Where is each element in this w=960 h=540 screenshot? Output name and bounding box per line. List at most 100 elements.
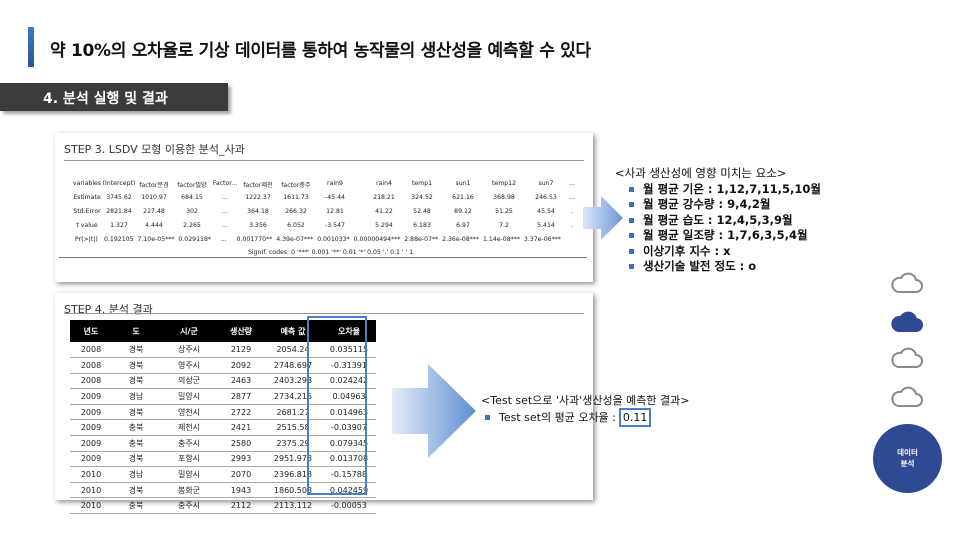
regression-cell: 302 <box>186 208 198 215</box>
table-cell: 충북 <box>112 419 160 437</box>
results-header-cell: 시/군 <box>160 320 218 342</box>
table-cell: 경남 <box>112 466 160 483</box>
regression-cell: 51.25 <box>495 208 513 215</box>
table-cell: 2009 <box>70 404 112 421</box>
regression-cell: factor제천 <box>243 182 273 189</box>
title-accent-bar <box>28 27 34 67</box>
regression-cell: . <box>571 222 573 229</box>
step3-panel: STEP 3. LSDV 모형 이용한 분석_사과 variables (Inte… <box>55 133 593 282</box>
regression-cell: 266.32 <box>285 208 307 215</box>
factor-item-label: 생산기술 발전 정도 : o <box>643 259 757 273</box>
table-cell: 2008 <box>70 357 112 374</box>
table-cell: 0.014963 <box>322 404 376 421</box>
regression-cell: 1611.73 <box>283 194 309 201</box>
regression-cell: 1.327 <box>110 222 128 229</box>
bullet-icon <box>629 202 634 208</box>
table-cell: 2010 <box>70 497 112 515</box>
table-cell: 2993 <box>218 451 264 468</box>
table-cell: 2008 <box>70 373 112 390</box>
bullet-icon <box>629 186 634 192</box>
regression-cell: 4.444 <box>145 222 163 229</box>
table-cell: 충북 <box>112 497 160 515</box>
table-cell: 2009 <box>70 451 112 468</box>
table-cell: 2421 <box>218 419 264 437</box>
table-cell: 1943 <box>218 482 264 499</box>
nav-button-line1: 데이터 <box>897 448 918 457</box>
table-cell: 경북 <box>112 482 160 499</box>
factor-item: 월 평균 강수량 : 9,4,2월 <box>615 197 821 213</box>
result-item-label: Test set의 평균 오차율 : <box>499 411 616 424</box>
table-cell: 0.024242 <box>322 373 376 390</box>
data-analysis-nav-button[interactable]: 데이터 분석 <box>873 424 942 493</box>
regression-cell: 227.48 <box>143 208 165 215</box>
regression-cell: 5.294 <box>375 222 393 229</box>
arrow-right-icon <box>583 196 623 240</box>
factor-item: 이상기후 지수 : x <box>615 244 821 260</box>
cloud-nav-active-icon[interactable] <box>891 311 923 333</box>
table-cell: 2010 <box>70 466 112 483</box>
table-cell: 0.04963 <box>322 388 376 405</box>
regression-cell: 368.98 <box>493 194 515 201</box>
regression-cell: factor밀양 <box>177 182 207 189</box>
regression-cell: ... <box>222 208 228 215</box>
regression-cell: 6.97 <box>456 222 470 229</box>
table-cell: 2009 <box>70 419 112 437</box>
regression-cell: ... <box>222 222 228 229</box>
bullet-icon <box>629 264 634 270</box>
results-header-cell: 생산량 <box>218 320 264 342</box>
table-cell: 2112 <box>218 497 264 515</box>
results-header-cell: 오차율 <box>322 320 376 342</box>
factor-item-label: 월 평균 습도 : 12,4,5,3,9월 <box>643 212 793 227</box>
table-cell: 경북 <box>112 357 160 374</box>
regression-cell: rain9 <box>327 180 343 187</box>
table-cell: 2877 <box>218 388 264 405</box>
bullet-icon <box>485 415 490 420</box>
cloud-nav-icon[interactable] <box>891 386 923 408</box>
regression-cell: variables <box>72 180 102 187</box>
table-cell: 2463 <box>218 373 264 390</box>
factor-item: 월 평균 기온 : 1,12,7,11,5,10월 <box>615 182 821 198</box>
table-cell: 밀양시 <box>160 466 218 483</box>
table-row: 2010 경남 밀양시 2070 2396.813 -0.15788 <box>70 466 376 483</box>
regression-cell: -45.44 <box>325 194 345 201</box>
regression-cell: 324.52 <box>411 194 433 201</box>
bullet-icon <box>629 248 634 254</box>
table-cell: 경북 <box>112 342 160 359</box>
table-cell: 충주시 <box>160 435 218 452</box>
cloud-nav-icon[interactable] <box>891 272 923 294</box>
table-row: 2010 경북 봉화군 1943 1860.503 0.042459 <box>70 482 376 499</box>
cloud-nav-icon[interactable] <box>891 347 923 369</box>
pvalue-label: Pr(>|t|) <box>75 236 98 243</box>
regression-cell: (Intercept) <box>102 180 136 187</box>
table-cell: 경북 <box>112 404 160 421</box>
factors-info: <사과 생산성에 영향 미치는 요소> 월 평균 기온 : 1,12,7,11,… <box>615 166 821 275</box>
regression-cell: ... <box>569 194 575 201</box>
regression-cell: 6.052 <box>287 222 305 229</box>
regression-cell: -3.547 <box>325 222 345 229</box>
regression-cell: 3745.62 <box>106 194 132 201</box>
factor-item-label: 월 평균 강수량 : 9,4,2월 <box>643 197 771 211</box>
regression-cell: 1222.37 <box>245 194 271 201</box>
table-row: 2008 경북 의성군 2463 2403.293 0.024242 <box>70 373 376 390</box>
factor-item: 월 평균 습도 : 12,4,5,3,9월 <box>615 213 821 229</box>
result-head: <Test set으로 '사과'생산성을 예측한 결과> <box>481 394 690 407</box>
table-cell: 상주시 <box>160 342 218 359</box>
factor-item: 월 평균 일조량 : 1,7,6,3,5,4월 <box>615 228 821 244</box>
regression-cell: 218.21 <box>373 194 395 201</box>
regression-cell: . <box>571 208 573 215</box>
section-label: 4. 분석 실행 및 결과 <box>43 91 168 107</box>
bullet-icon <box>629 233 634 239</box>
regression-cell: temp1 <box>411 180 433 187</box>
results-header-cell: 년도 <box>70 320 112 342</box>
table-cell: 제천시 <box>160 419 218 437</box>
bullet-icon <box>629 217 634 223</box>
table-cell: 0.013708 <box>322 451 376 468</box>
result-info: <Test set으로 '사과'생산성을 예측한 결과> Test set의 평… <box>481 393 690 427</box>
regression-cell: ... <box>569 180 575 187</box>
table-cell: 포항시 <box>160 451 218 468</box>
factor-item-label: 이상기후 지수 : x <box>643 243 731 258</box>
table-cell: 2722 <box>218 404 264 421</box>
regression-cell: 1010.97 <box>141 194 167 201</box>
error-rate-highlight <box>307 316 367 495</box>
table-cell: 경북 <box>112 373 160 390</box>
